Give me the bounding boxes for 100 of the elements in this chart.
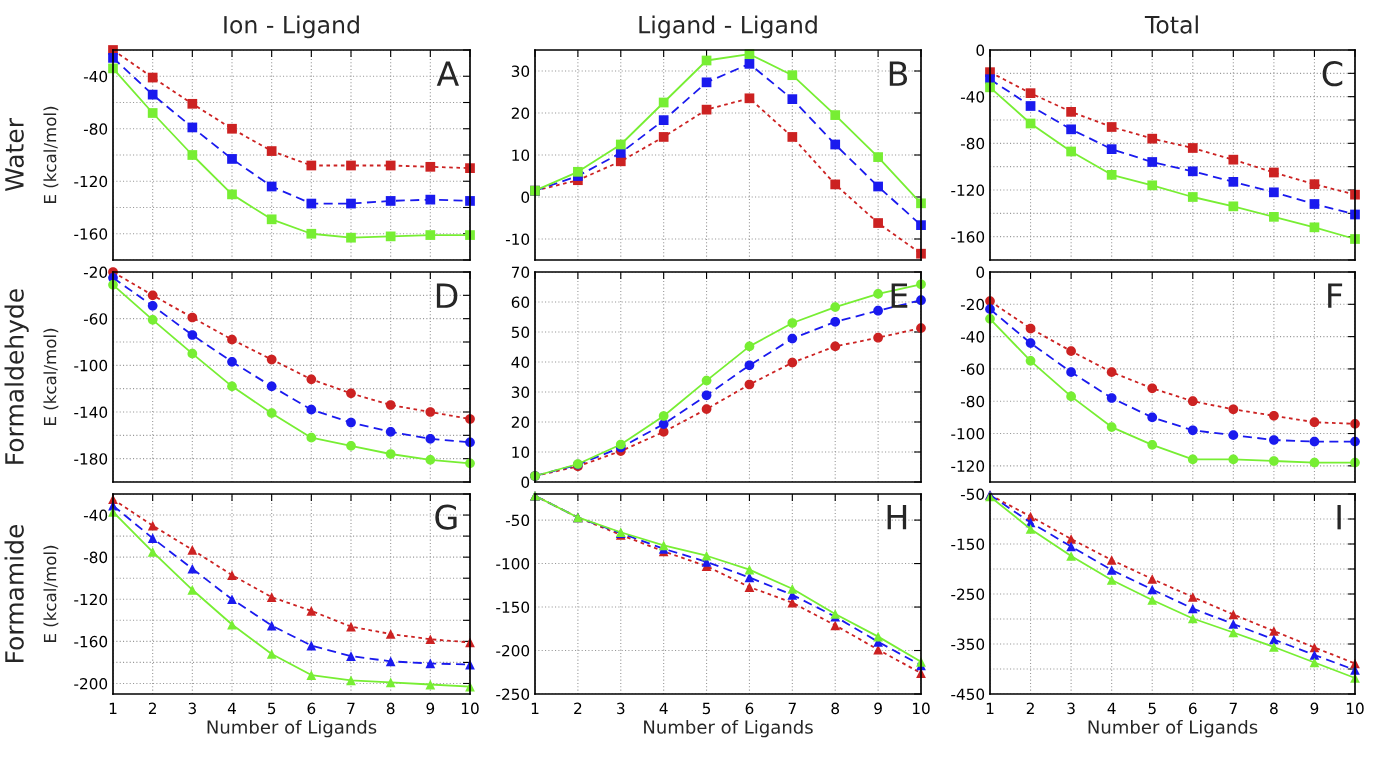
- point: [744, 93, 755, 104]
- y-tick-label: -120: [951, 460, 985, 472]
- point: [1066, 346, 1076, 357]
- x-tick-label: 7: [1229, 702, 1237, 714]
- point: [830, 302, 841, 312]
- point: [266, 181, 277, 192]
- y-tick-label: -80: [83, 551, 108, 564]
- point: [1147, 584, 1158, 595]
- point: [1106, 144, 1117, 155]
- point: [147, 108, 158, 118]
- point: [1025, 323, 1036, 334]
- x-tick-label: 3: [188, 702, 196, 715]
- point: [701, 77, 712, 88]
- y-tick-label: -120: [951, 184, 985, 197]
- y-tick-label: -450: [951, 688, 985, 701]
- y-tick-label: -20: [960, 298, 985, 311]
- point: [615, 148, 626, 158]
- point: [701, 404, 712, 414]
- point: [1147, 383, 1158, 394]
- point: [1187, 396, 1198, 407]
- point: [1106, 393, 1117, 403]
- y-tick-label: -250: [496, 688, 530, 701]
- x-tick-label: 1: [986, 702, 994, 714]
- point: [1228, 176, 1239, 187]
- point: [306, 432, 317, 443]
- point: [830, 139, 841, 150]
- chart-subtitle: H: [887, 505, 907, 530]
- point: [187, 348, 198, 359]
- point: [425, 161, 436, 172]
- point: [385, 449, 396, 459]
- point: [873, 152, 883, 162]
- x-tick-label: 2: [1026, 702, 1034, 714]
- x-tick-label: 5: [702, 702, 711, 715]
- point: [658, 419, 669, 429]
- point: [787, 318, 798, 328]
- y-axis-title: E (kcal/mol): [43, 106, 59, 203]
- point: [1187, 613, 1198, 624]
- y-tick-label: -60: [83, 313, 108, 325]
- point: [346, 417, 356, 428]
- x-tick-label: 1: [531, 702, 539, 714]
- point: [1147, 133, 1158, 144]
- point: [1147, 439, 1158, 450]
- point: [1269, 642, 1279, 652]
- point: [1309, 417, 1320, 428]
- chart-subtitle: B: [889, 61, 908, 86]
- y-axis-title: E (kcal/mol): [43, 328, 59, 425]
- y-tick-label: -160: [951, 231, 985, 243]
- point: [147, 547, 158, 557]
- point: [830, 620, 841, 631]
- chart-subtitle: D: [436, 283, 458, 308]
- point: [1309, 199, 1320, 209]
- point: [266, 381, 277, 392]
- point: [1269, 187, 1279, 198]
- point: [787, 583, 798, 594]
- point: [1147, 412, 1158, 423]
- point: [787, 70, 798, 81]
- point: [1269, 167, 1279, 178]
- point: [1228, 609, 1239, 620]
- x-tick-label: 7: [347, 702, 355, 714]
- point: [1309, 436, 1320, 447]
- point: [346, 440, 356, 451]
- x-axis-title: Number of Ligands: [644, 719, 813, 738]
- point: [1066, 534, 1076, 544]
- point: [744, 341, 755, 352]
- point: [187, 122, 198, 133]
- point: [1187, 425, 1198, 436]
- point: [147, 89, 158, 100]
- point: [385, 160, 396, 171]
- x-tick-label: 9: [1310, 702, 1319, 715]
- point: [266, 592, 277, 603]
- y-tick-label: -80: [960, 395, 985, 408]
- point: [744, 360, 755, 371]
- point: [1147, 157, 1158, 167]
- point: [147, 300, 158, 311]
- point: [306, 640, 317, 651]
- chart-subtitle: I: [1337, 505, 1341, 530]
- y-tick-label: -40: [960, 331, 985, 343]
- point: [1106, 565, 1117, 575]
- y-tick-label: 10: [512, 446, 530, 459]
- y-tick-label: -120: [74, 175, 108, 188]
- x-axis-title: Number of Ligands: [207, 719, 377, 738]
- y-axis-title: E (kcal/mol): [43, 545, 59, 642]
- point: [744, 59, 755, 69]
- point: [787, 94, 798, 104]
- x-tick-label: 10: [461, 702, 479, 715]
- text: Formamide: [4, 524, 24, 662]
- y-tick-label: -40: [960, 91, 985, 103]
- point: [147, 520, 158, 531]
- point: [787, 132, 798, 142]
- x-tick-label: 5: [267, 702, 276, 715]
- point: [701, 104, 712, 115]
- point: [1147, 574, 1158, 584]
- point: [1187, 192, 1198, 202]
- y-tick-label: -50: [505, 514, 530, 527]
- point: [1269, 634, 1279, 645]
- chart-title: Total: [1144, 15, 1198, 34]
- x-tick-label: 9: [874, 702, 882, 715]
- point: [1025, 88, 1036, 99]
- y-tick-label: 20: [511, 107, 530, 120]
- point: [147, 533, 158, 544]
